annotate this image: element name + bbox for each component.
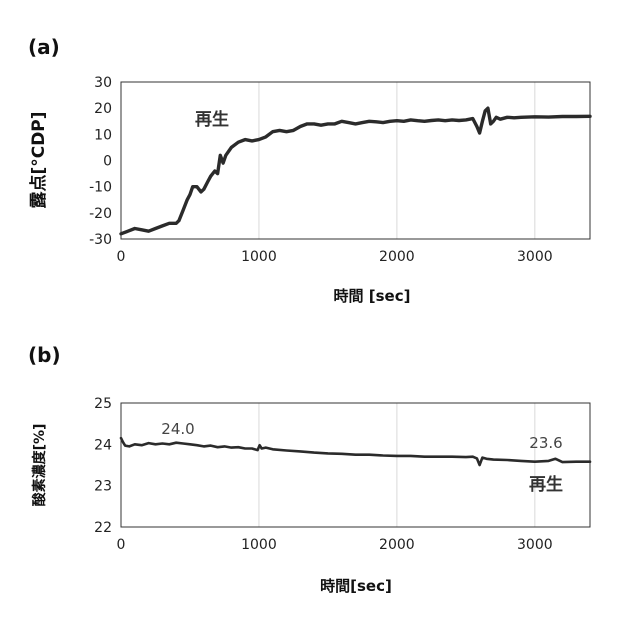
annotation-regeneration-a: 再生: [195, 109, 229, 130]
y-tick-label: -30: [89, 232, 112, 248]
y-tick-label: 0: [103, 154, 112, 170]
x-axis-title-b: 時間[sec]: [320, 577, 392, 595]
annotation-end-value: 23.6: [529, 434, 562, 452]
y-tick-label: 10: [94, 127, 112, 143]
x-tick-label: 2000: [379, 249, 415, 265]
y-tick-label: 23: [94, 479, 112, 495]
y-tick-label: 24: [94, 437, 112, 453]
annotation-regeneration-b: 再生: [529, 474, 563, 495]
x-tick-label: 2000: [379, 537, 415, 553]
y-axis-title-a: 露点[°CDP]: [28, 111, 49, 208]
x-tick-label: 0: [117, 249, 126, 265]
panel-b: (b) 25242322 0100020003000 24.0 23.6 再生 …: [28, 343, 590, 595]
x-tick-label: 1000: [241, 537, 277, 553]
panel-label-a: (a): [28, 35, 60, 59]
y-tick-label: 30: [94, 75, 112, 91]
panel-a: (a) 30 20 10 0 -10 -20 -30 0 1000 2000 3000 再生 時間…: [28, 35, 590, 305]
series-line-b: [121, 438, 590, 465]
y-tick-label: -20: [89, 206, 112, 222]
y-tick-label: 22: [94, 520, 112, 536]
x-tick-label: 1000: [241, 249, 277, 265]
plot-frame-a: [121, 82, 590, 239]
y-tick-label: 25: [94, 396, 112, 412]
x-axis-title-a: 時間 [sec]: [334, 287, 411, 305]
x-tick-label: 3000: [517, 249, 553, 265]
panel-label-b: (b): [28, 343, 61, 367]
annotation-start-value: 24.0: [161, 420, 194, 438]
y-tick-label: 20: [94, 101, 112, 117]
y-axis-title-b: 酸素濃度[%]: [31, 424, 48, 507]
x-tick-label: 3000: [517, 537, 553, 553]
x-tick-label: 0: [117, 537, 126, 553]
y-tick-label: -10: [89, 180, 112, 196]
series-line-a: [121, 108, 590, 234]
